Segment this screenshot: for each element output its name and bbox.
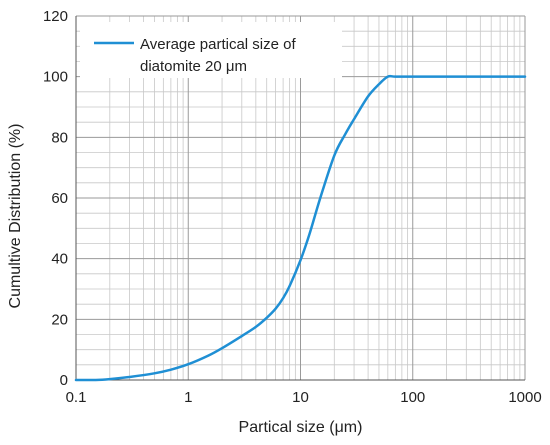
legend-label: Average partical size of: [140, 36, 296, 53]
x-tick-label: 1: [184, 389, 192, 406]
y-tick-label: 20: [51, 311, 68, 328]
legend-label: diatomite 20 μm: [140, 58, 247, 75]
series-line: [74, 74, 527, 382]
x-tick-label: 100: [400, 389, 425, 406]
y-tick-label: 40: [51, 251, 68, 268]
y-tick-label: 0: [60, 372, 68, 389]
x-tick-label: 10: [292, 389, 309, 406]
x-axis-title: Partical size (μm): [239, 419, 363, 436]
legend-box: [80, 22, 342, 78]
y-tick-label: 80: [51, 129, 68, 146]
y-tick-label: 60: [51, 190, 68, 207]
y-tick-label: 100: [43, 69, 68, 86]
y-tick-label: 120: [43, 8, 68, 25]
y-axis-title: Cumultive Distribution (%): [7, 124, 24, 309]
x-tick-label: 1000: [508, 389, 541, 406]
x-tick-label: 0.1: [66, 389, 87, 406]
